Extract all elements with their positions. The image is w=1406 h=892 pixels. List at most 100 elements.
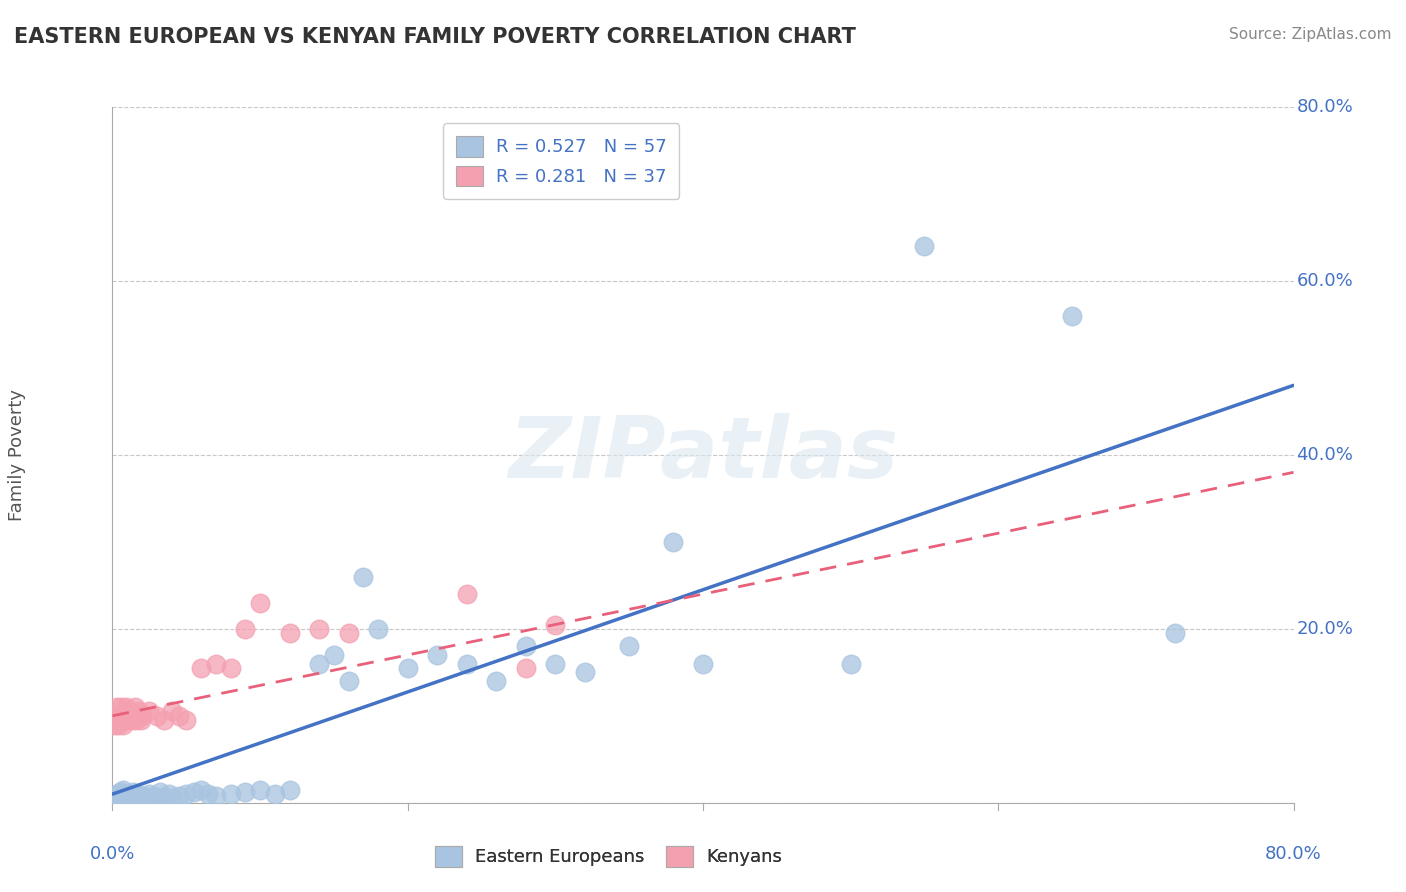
Point: [485, 674, 508, 689]
Point: [396, 661, 419, 675]
Point: [149, 785, 172, 799]
Text: 20.0%: 20.0%: [1296, 620, 1354, 638]
Point: [662, 534, 685, 549]
Point: [264, 787, 287, 801]
Point: [456, 657, 478, 671]
Point: [352, 570, 374, 584]
Point: [105, 700, 128, 714]
Point: [107, 717, 129, 731]
Point: [167, 789, 190, 803]
Point: [323, 648, 346, 662]
Point: [124, 791, 146, 805]
Point: [120, 705, 142, 719]
Point: [114, 700, 136, 714]
Point: [125, 713, 148, 727]
Point: [108, 785, 131, 799]
Point: [219, 661, 242, 675]
Point: [112, 789, 135, 804]
Point: [183, 785, 205, 799]
Point: [122, 785, 145, 799]
Point: [544, 617, 567, 632]
Point: [121, 713, 143, 727]
Point: [127, 708, 149, 723]
Point: [426, 648, 449, 662]
Point: [110, 790, 132, 805]
Point: [128, 790, 150, 805]
Point: [278, 626, 301, 640]
Point: [111, 717, 134, 731]
Point: [160, 705, 183, 719]
Point: [174, 787, 197, 801]
Point: [205, 789, 228, 803]
Text: Source: ZipAtlas.com: Source: ZipAtlas.com: [1229, 27, 1392, 42]
Point: [153, 713, 176, 727]
Point: [367, 622, 389, 636]
Point: [134, 789, 156, 804]
Point: [219, 787, 242, 801]
Point: [146, 791, 169, 805]
Point: [122, 708, 145, 723]
Point: [153, 789, 176, 804]
Text: 80.0%: 80.0%: [1296, 98, 1353, 116]
Point: [121, 789, 143, 804]
Point: [197, 787, 219, 801]
Text: Family Poverty: Family Poverty: [7, 389, 25, 521]
Point: [107, 789, 129, 803]
Point: [104, 791, 127, 805]
Text: 80.0%: 80.0%: [1265, 845, 1322, 863]
Point: [111, 782, 134, 797]
Point: [131, 708, 153, 723]
Point: [515, 661, 537, 675]
Point: [233, 622, 256, 636]
Point: [839, 657, 862, 671]
Point: [104, 708, 127, 723]
Point: [108, 708, 131, 723]
Point: [1164, 626, 1187, 640]
Point: [112, 708, 135, 723]
Point: [574, 665, 596, 680]
Point: [308, 657, 330, 671]
Point: [205, 657, 228, 671]
Point: [692, 657, 714, 671]
Point: [114, 787, 136, 801]
Point: [103, 717, 125, 731]
Point: [544, 657, 567, 671]
Point: [1062, 309, 1084, 323]
Point: [124, 700, 146, 714]
Point: [129, 788, 152, 802]
Point: [138, 787, 160, 801]
Point: [278, 782, 301, 797]
Point: [117, 713, 138, 727]
Point: [110, 700, 132, 714]
Point: [117, 791, 138, 805]
Point: [456, 587, 478, 601]
Point: [914, 239, 936, 253]
Point: [105, 787, 128, 801]
Point: [249, 596, 271, 610]
Point: [174, 713, 197, 727]
Point: [337, 674, 360, 689]
Point: [160, 791, 183, 805]
Text: 60.0%: 60.0%: [1296, 272, 1353, 290]
Point: [138, 705, 160, 719]
Point: [190, 782, 212, 797]
Point: [142, 789, 165, 803]
Point: [249, 782, 271, 797]
Text: ZIPatlas: ZIPatlas: [508, 413, 898, 497]
Text: 40.0%: 40.0%: [1296, 446, 1354, 464]
Point: [619, 639, 641, 653]
Point: [233, 785, 256, 799]
Point: [190, 661, 212, 675]
Point: [308, 622, 330, 636]
Point: [146, 708, 169, 723]
Point: [129, 713, 152, 727]
Legend: Eastern Europeans, Kenyans: Eastern Europeans, Kenyans: [427, 838, 789, 874]
Point: [167, 708, 190, 723]
Point: [337, 626, 360, 640]
Point: [118, 789, 141, 803]
Text: EASTERN EUROPEAN VS KENYAN FAMILY POVERTY CORRELATION CHART: EASTERN EUROPEAN VS KENYAN FAMILY POVERT…: [14, 27, 856, 46]
Point: [125, 789, 148, 803]
Point: [157, 787, 180, 801]
Point: [120, 787, 142, 801]
Point: [515, 639, 537, 653]
